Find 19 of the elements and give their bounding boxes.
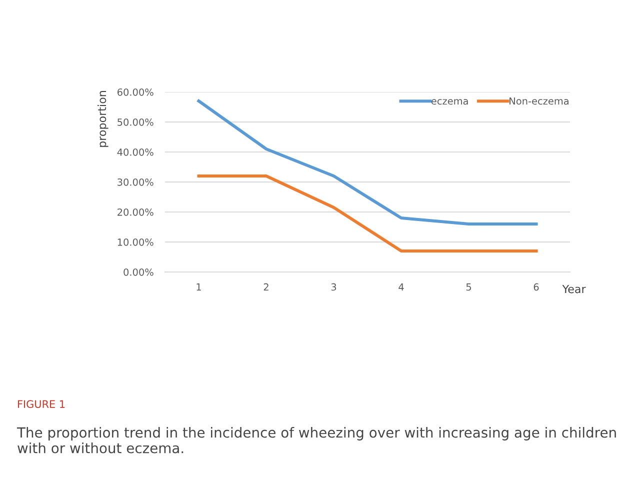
- x-axis-title: Year: [562, 284, 586, 294]
- y-tick-label: 50.00%: [118, 118, 154, 126]
- y-tick-label: 30.00%: [118, 178, 154, 186]
- x-tick-label: 4: [398, 283, 404, 290]
- legend-label: eczema: [431, 99, 468, 105]
- x-tick-label: 2: [264, 283, 268, 290]
- x-tick-label: 3: [331, 283, 336, 291]
- x-tick-label: 6: [534, 283, 539, 291]
- x-tick-label: 1: [196, 283, 201, 290]
- y-tick-label: 10.00%: [118, 238, 154, 246]
- x-tick-label: 5: [466, 283, 471, 291]
- y-tick-label: 20.00%: [118, 208, 154, 216]
- y-tick-label: 0.00%: [124, 268, 154, 276]
- text: FIGURE 1: [18, 400, 65, 408]
- y-axis-title: proportion: [98, 91, 108, 147]
- legend-label: Non-eczema: [510, 97, 568, 105]
- y-tick-label: 60.00%: [117, 88, 154, 96]
- text: The proportion trend in the incidence of wheezing over with increasing age in children with or without eczema.: [16, 427, 616, 454]
- y-tick-label: 40.00%: [117, 148, 154, 156]
